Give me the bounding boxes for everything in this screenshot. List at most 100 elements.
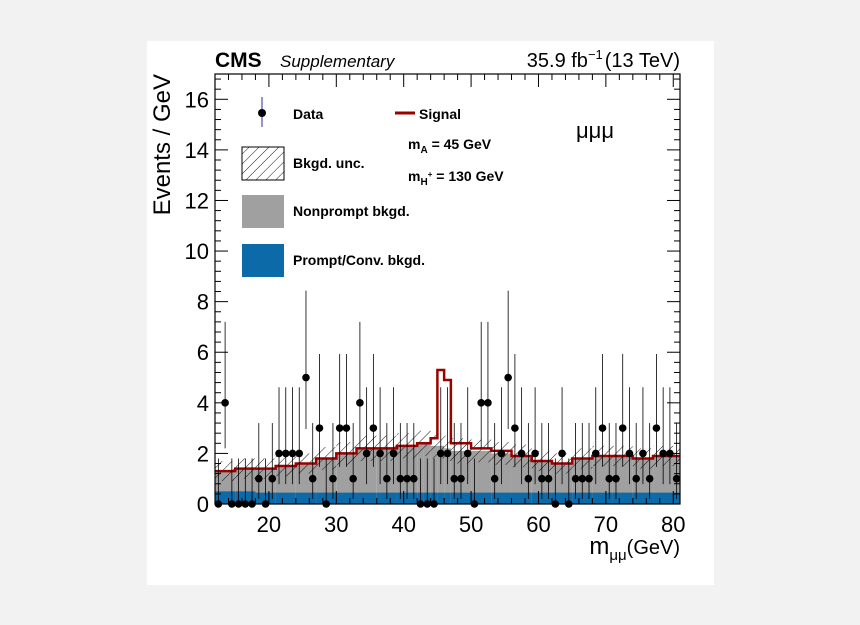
data-point: [605, 474, 614, 483]
data-point: [497, 449, 506, 458]
data-point: [268, 474, 277, 483]
data-point: [362, 449, 371, 458]
y-tick-label: 12: [185, 188, 209, 213]
data-point: [598, 424, 607, 432]
data-point: [625, 449, 634, 458]
data-point: [255, 474, 263, 483]
data-point: [591, 449, 600, 458]
data-point: [376, 449, 384, 458]
data-point: [585, 474, 593, 483]
nonprompt-bar: [336, 453, 357, 504]
axis-ticks: 20 30 40 50 60 70 80 0 2 4 6 8 10 12 14 16: [185, 74, 686, 537]
prompt-bar: [356, 492, 377, 504]
prompt-bar: [275, 492, 296, 504]
data-point: [558, 449, 566, 458]
prompt-bar: [592, 492, 613, 504]
prompt-bar: [471, 492, 492, 504]
legend-mass-h: mH+ = 130 GeV: [408, 168, 504, 188]
data-point: [436, 449, 445, 458]
data-point: [524, 474, 533, 483]
data-point: [389, 449, 398, 458]
data-point: [504, 373, 512, 382]
data-point: [538, 474, 546, 483]
y-tick-label: 4: [197, 391, 209, 416]
data-point: [342, 424, 351, 432]
histogram-chart: 20 30 40 50 60 70 80 0 2 4 6 8 10 12 14 16 CMS Suppleme…: [149, 47, 686, 564]
y-tick-label: 2: [197, 441, 209, 466]
nonprompt-bar: [592, 455, 613, 504]
data-point: [618, 424, 627, 432]
data-point: [275, 449, 283, 458]
data-point: [349, 474, 357, 483]
data-point: [403, 474, 411, 483]
prompt-bar: [444, 492, 451, 504]
data-point: [511, 424, 519, 432]
data-point: [288, 449, 297, 458]
data-point: [477, 399, 485, 407]
x-tick-label: 50: [459, 512, 483, 537]
x-tick-label: 20: [257, 512, 281, 537]
x-axis-title: mμμ(GeV): [589, 533, 680, 564]
y-tick-label: 14: [185, 138, 209, 163]
plot-panel: 20 30 40 50 60 70 80 0 2 4 6 8 10 12 14 16 CMS Suppleme…: [147, 41, 714, 585]
x-tick-label: 30: [324, 512, 348, 537]
data-point: [450, 474, 459, 483]
nonprompt-bar: [612, 455, 633, 504]
data-point: [645, 474, 654, 483]
legend-bkgd-unc-swatch: [241, 146, 285, 181]
bkgd-unc-band: [471, 439, 492, 463]
prompt-bar: [551, 492, 573, 504]
nonprompt-bar: [471, 450, 492, 504]
legend-bkgd-unc-label: Bkgd. unc.: [293, 155, 365, 171]
x-tick-label: 80: [661, 512, 685, 537]
data-point: [295, 449, 304, 458]
luminosity-label: 35.9 fb−1 (13 TeV): [527, 47, 680, 72]
legend-prompt-label: Prompt/Conv. bkgd.: [293, 252, 425, 268]
legend-signal-label: Signal: [419, 106, 461, 122]
channel-label: μμμ: [576, 118, 614, 143]
prompt-bar: [511, 492, 532, 504]
y-tick-label: 6: [197, 340, 209, 365]
data-point: [335, 424, 344, 432]
y-tick-label: 10: [185, 239, 209, 264]
data-point: [632, 474, 640, 483]
data-point: [443, 449, 452, 458]
data-point: [612, 474, 620, 483]
x-tick-label: 60: [526, 512, 550, 537]
data-point: [544, 474, 553, 483]
prompt-bar: [632, 492, 654, 504]
data-point: [369, 424, 378, 432]
data-point: [329, 474, 337, 483]
bkgd-unc-band: [430, 433, 438, 459]
prompt-bar: [653, 492, 680, 504]
data-point: [315, 424, 324, 432]
x-tick-label: 40: [391, 512, 415, 537]
y-axis-title: Events / GeV: [149, 74, 176, 215]
data-point: [396, 474, 405, 483]
y-tick-label: 16: [185, 87, 209, 112]
data-point: [652, 424, 661, 432]
data-point: [639, 449, 647, 458]
data-point: [517, 449, 526, 458]
prompt-bar: [612, 492, 633, 504]
x-tick-label: 70: [594, 512, 618, 537]
data-point: [672, 474, 681, 483]
experiment-label: CMS: [215, 49, 262, 72]
data-point: [302, 373, 310, 382]
prompt-bar: [491, 492, 512, 504]
legend-data-marker: [258, 109, 266, 117]
data-point: [578, 474, 587, 483]
y-tick-label: 8: [197, 290, 209, 315]
supplementary-label: Supplementary: [280, 52, 396, 71]
legend: Data Bkgd. unc. Nonprompt bkgd. Prompt/C…: [241, 97, 504, 277]
data-point: [659, 449, 667, 458]
data-point: [410, 474, 418, 483]
data-point: [484, 399, 492, 407]
prompt-bar: [336, 492, 357, 504]
legend-data-label: Data: [293, 106, 324, 122]
y-tick-label: 0: [197, 492, 209, 517]
prompt-bar: [295, 492, 317, 504]
legend-mass-a: mA = 45 GeV: [408, 136, 492, 156]
data-points-layer: [214, 290, 681, 508]
data-point: [281, 449, 290, 458]
